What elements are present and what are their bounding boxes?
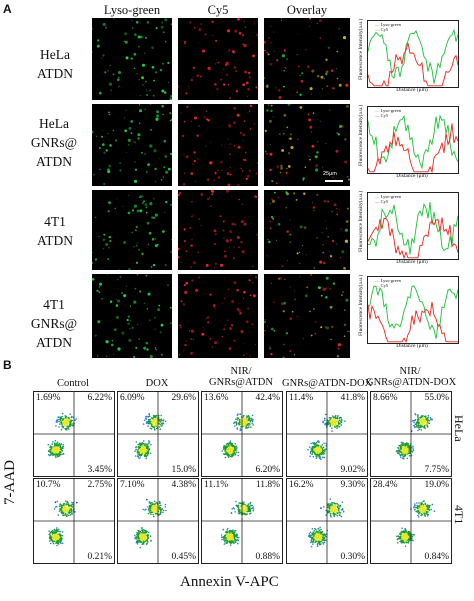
panel-b-letter: B — [3, 358, 12, 372]
micrograph-r2-c2 — [178, 104, 258, 186]
quadrant-upper-left-value: 7.10% — [120, 480, 145, 490]
flow-plot-r2-c1: 10.7% 2.75% 0.21% — [33, 478, 115, 564]
legend-lyso-green: Lyso-green — [380, 22, 401, 27]
micrograph-r2-c1 — [92, 104, 172, 186]
quadrant-upper-right-value: 42.4% — [255, 393, 280, 403]
line-profile-legend: — Lyso-green — Cy5 — [375, 108, 401, 118]
group-header-5: NIR/GNRs@ATDN-DOX — [366, 366, 457, 388]
line-profile-y-label: Fluorescence Intensity(a.u.) — [358, 274, 364, 336]
group-header-2: DOX — [145, 378, 169, 389]
line-profile-y-label: Fluorescence Intensity(a.u.) — [358, 18, 364, 80]
row-label-4t1-atdn: 4T1 ATDN — [37, 214, 73, 248]
micrograph-r4-c1 — [92, 274, 172, 358]
quadrant-upper-left-value: 11.4% — [289, 393, 314, 403]
line-profile-x-label: Distance (μm) — [396, 343, 428, 349]
quadrant-lower-right-value: 0.30% — [340, 552, 365, 562]
quadrant-upper-left-value: 13.6% — [204, 393, 229, 403]
flow-plot-r1-c1: 1.69% 6.22% 3.45% — [33, 391, 115, 477]
quadrant-lower-right-value: 0.84% — [424, 552, 449, 562]
legend-lyso-green: Lyso-green — [380, 194, 401, 199]
line-profile-legend: — Lyso-green — Cy5 — [375, 22, 401, 32]
line-profile-y-label: Fluorescence Intensity(a.u.) — [358, 104, 364, 166]
quadrant-lower-right-value: 15.0% — [171, 465, 196, 475]
cell-line-tag-hela: HeLa — [452, 415, 466, 442]
quadrant-upper-left-value: 16.2% — [289, 480, 314, 490]
group-header-4: GNRs@ATDN-DOX — [282, 378, 373, 389]
line-profile-plot-4 — [367, 276, 459, 344]
quadrant-lower-right-value: 0.21% — [87, 552, 112, 562]
scale-bar-label: 25μm — [323, 171, 337, 177]
line-profile-x-label: Distance (μm) — [396, 87, 428, 93]
quadrant-upper-right-value: 9.30% — [340, 480, 365, 490]
flow-plot-r1-c4: 11.4% 41.8% 9.02% — [286, 391, 368, 477]
micrograph-r1-c2 — [178, 18, 258, 100]
legend-cy5: Cy5 — [380, 27, 389, 32]
row-label-hela-gnrs-atdn: HeLa GNRs@ ATDN — [30, 116, 78, 169]
quadrant-upper-right-value: 4.38% — [171, 480, 196, 490]
quadrant-upper-right-value: 19.0% — [424, 480, 449, 490]
cell-line-tag-4t1: 4T1 — [452, 505, 466, 525]
line-profile-legend: — Lyso-green — Cy5 — [375, 194, 401, 204]
quadrant-upper-right-value: 2.75% — [87, 480, 112, 490]
quadrant-upper-left-value: 6.09% — [120, 393, 145, 403]
quadrant-upper-left-value: 1.69% — [36, 393, 61, 403]
quadrant-upper-left-value: 8.66% — [373, 393, 398, 403]
quadrant-lower-right-value: 0.88% — [255, 552, 280, 562]
scale-bar — [325, 180, 343, 182]
quadrant-upper-left-value: 28.4% — [373, 480, 398, 490]
micrograph-r1-c1 — [92, 18, 172, 100]
flow-plot-r2-c3: 11.1% 11.8% 0.88% — [201, 478, 283, 564]
micrograph-r2-c3 — [264, 104, 350, 186]
quadrant-lower-right-value: 9.02% — [340, 465, 365, 475]
quadrant-lower-right-value: 6.20% — [255, 465, 280, 475]
y-axis-label-7aad: 7-AAD — [2, 460, 18, 505]
micrograph-r3-c3 — [264, 190, 350, 270]
flow-plot-r2-c5: 28.4% 19.0% 0.84% — [370, 478, 452, 564]
legend-cy5: Cy5 — [380, 283, 389, 288]
quadrant-lower-right-value: 3.45% — [87, 465, 112, 475]
micrograph-r4-c3 — [264, 274, 350, 358]
line-profile-plot-3 — [367, 192, 459, 260]
quadrant-upper-right-value: 41.8% — [340, 393, 365, 403]
x-axis-label-annexin: Annexin V-APC — [180, 574, 279, 590]
micrograph-r1-c3 — [264, 18, 350, 100]
flow-plot-r1-c5: 8.66% 55.0% 7.75% — [370, 391, 452, 477]
quadrant-upper-left-value: 10.7% — [36, 480, 61, 490]
row-label-4t1-gnrs-atdn: 4T1 GNRs@ ATDN — [30, 297, 78, 350]
legend-lyso-green: Lyso-green — [380, 278, 401, 283]
quadrant-upper-right-value: 11.8% — [255, 480, 280, 490]
line-profile-plot-1 — [367, 20, 459, 88]
column-header-overlay: Overlay — [286, 3, 328, 17]
line-profile-y-label: Fluorescence Intensity(a.u.) — [358, 190, 364, 252]
quadrant-upper-right-value: 6.22% — [87, 393, 112, 403]
group-header-3: NIR/GNRs@ATDN — [209, 366, 273, 388]
row-label-hela-atdn: HeLa ATDN — [37, 47, 73, 81]
line-profile-plot-2 — [367, 106, 459, 174]
column-header-lyso-green: Lyso-green — [103, 3, 161, 17]
flow-plot-r2-c2: 7.10% 4.38% 0.45% — [117, 478, 199, 564]
panel-a-letter: A — [3, 2, 12, 16]
group-header-1: Control — [56, 378, 90, 389]
legend-lyso-green: Lyso-green — [380, 108, 401, 113]
quadrant-lower-right-value: 7.75% — [424, 465, 449, 475]
micrograph-r3-c1 — [92, 190, 172, 270]
flow-plot-r1-c3: 13.6% 42.4% 6.20% — [201, 391, 283, 477]
line-profile-x-label: Distance (μm) — [396, 173, 428, 179]
line-profile-x-label: Distance (μm) — [396, 259, 428, 265]
legend-cy5: Cy5 — [380, 113, 389, 118]
legend-cy5: Cy5 — [380, 199, 389, 204]
flow-plot-r1-c2: 6.09% 29.6% 15.0% — [117, 391, 199, 477]
line-profile-legend: — Lyso-green — Cy5 — [375, 278, 401, 288]
quadrant-upper-right-value: 55.0% — [424, 393, 449, 403]
quadrant-upper-right-value: 29.6% — [171, 393, 196, 403]
micrograph-r3-c2 — [178, 190, 258, 270]
quadrant-upper-left-value: 11.1% — [204, 480, 229, 490]
flow-plot-r2-c4: 16.2% 9.30% 0.30% — [286, 478, 368, 564]
micrograph-r4-c2 — [178, 274, 258, 358]
quadrant-lower-right-value: 0.45% — [171, 552, 196, 562]
column-header-cy5: Cy5 — [207, 3, 229, 17]
